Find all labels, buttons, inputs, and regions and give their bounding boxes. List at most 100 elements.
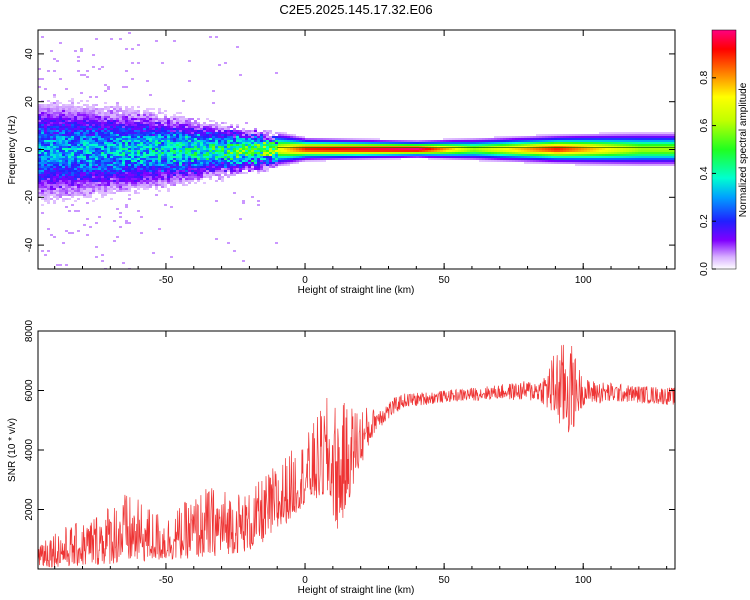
heatmap-cell — [641, 144, 644, 146]
heatmap-cell — [44, 170, 47, 172]
heatmap-cell — [353, 158, 356, 160]
heatmap-cell — [110, 120, 113, 122]
heatmap-cell — [89, 126, 92, 128]
heatmap-cell — [227, 132, 230, 134]
heatmap-cell — [215, 36, 218, 38]
heatmap-cell — [341, 158, 344, 160]
heatmap-cell — [59, 148, 62, 150]
heatmap-cell — [152, 120, 155, 122]
heatmap-cell — [125, 148, 128, 150]
heatmap-cell — [638, 160, 641, 162]
heatmap-cell — [86, 182, 89, 184]
heatmap-cell — [140, 166, 143, 168]
heatmap-cell — [362, 146, 365, 148]
heatmap-cell — [203, 176, 206, 178]
heatmap-cell — [104, 138, 107, 140]
heatmap-cell — [71, 142, 74, 144]
heatmap-cell — [59, 152, 62, 154]
heatmap-cell — [536, 156, 539, 158]
heatmap-cell — [107, 144, 110, 146]
heatmap-cell — [293, 154, 296, 156]
heatmap-cell — [137, 128, 140, 130]
heatmap-cell — [215, 144, 218, 146]
heatmap-cell — [302, 136, 305, 138]
heatmap-cell — [101, 130, 104, 132]
heatmap-cell — [116, 186, 119, 188]
heatmap-cell — [98, 162, 101, 164]
heatmap-cell — [71, 188, 74, 190]
heatmap-cell — [80, 184, 83, 186]
heatmap-cell — [182, 150, 185, 152]
heatmap-cell — [242, 148, 245, 150]
heatmap-cell — [173, 128, 176, 130]
heatmap-cell — [521, 160, 524, 162]
heatmap-cell — [59, 78, 62, 80]
heatmap-cell — [593, 134, 596, 136]
heatmap-cell — [71, 144, 74, 146]
heatmap-cell — [104, 120, 107, 122]
heatmap-cell — [305, 158, 308, 160]
heatmap-cell — [170, 116, 173, 118]
heatmap-cell — [65, 140, 68, 142]
heatmap-cell — [671, 146, 674, 148]
heatmap-cell — [158, 110, 161, 112]
heatmap-cell — [83, 122, 86, 124]
heatmap-cell — [68, 134, 71, 136]
heatmap-cell — [533, 136, 536, 138]
heatmap-cell — [92, 162, 95, 164]
heatmap-cell — [425, 148, 428, 150]
heatmap-cell — [110, 190, 113, 192]
heatmap-cell — [641, 148, 644, 150]
heatmap-cell — [143, 184, 146, 186]
heatmap-cell — [86, 192, 89, 194]
heatmap-cell — [131, 114, 134, 116]
heatmap-cell — [179, 136, 182, 138]
heatmap-cell — [371, 140, 374, 142]
heatmap-cell — [506, 148, 509, 150]
heatmap-cell — [383, 142, 386, 144]
heatmap-cell — [425, 142, 428, 144]
heatmap-cell — [176, 152, 179, 154]
heatmap-cell — [257, 152, 260, 154]
heatmap-cell — [104, 172, 107, 174]
heatmap-cell — [167, 138, 170, 140]
heatmap-cell — [122, 152, 125, 154]
heatmap-cell — [551, 162, 554, 164]
heatmap-cell — [611, 144, 614, 146]
heatmap-cell — [308, 160, 311, 162]
heatmap-cell — [284, 144, 287, 146]
heatmap-cell — [293, 156, 296, 158]
heatmap-cell — [83, 124, 86, 126]
heatmap-cell — [188, 160, 191, 162]
heatmap-cell — [62, 110, 65, 112]
heatmap-cell — [635, 150, 638, 152]
heatmap-cell — [371, 150, 374, 152]
heatmap-cell — [458, 156, 461, 158]
heatmap-cell — [41, 180, 44, 182]
heatmap-cell — [506, 138, 509, 140]
heatmap-cell — [332, 152, 335, 154]
heatmap-cell — [77, 164, 80, 166]
heatmap-cell — [515, 146, 518, 148]
heatmap-cell — [83, 116, 86, 118]
heatmap-cell — [149, 132, 152, 134]
heatmap-cell — [377, 150, 380, 152]
heatmap-cell — [131, 118, 134, 120]
heatmap-cell — [95, 166, 98, 168]
heatmap-cell — [95, 134, 98, 136]
heatmap-cell — [125, 130, 128, 132]
heatmap-cell — [563, 142, 566, 144]
heatmap-cell — [389, 148, 392, 150]
heatmap-cell — [176, 166, 179, 168]
heatmap-cell — [83, 186, 86, 188]
heatmap-cell — [170, 162, 173, 164]
heatmap-cell — [329, 152, 332, 154]
heatmap-cell — [98, 166, 101, 168]
heatmap-cell — [464, 154, 467, 156]
heatmap-cell — [290, 142, 293, 144]
heatmap-cell — [581, 144, 584, 146]
heatmap-cell — [254, 150, 257, 152]
heatmap-cell — [509, 160, 512, 162]
heatmap-cell — [224, 152, 227, 154]
heatmap-cell — [527, 162, 530, 164]
